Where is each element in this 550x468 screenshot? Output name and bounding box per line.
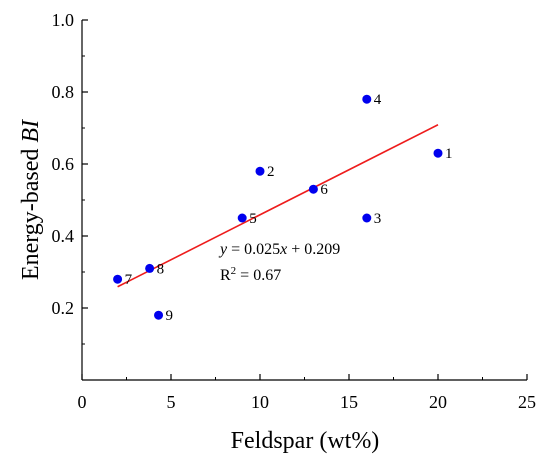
y-tick-label: 1.0 (52, 10, 75, 30)
x-tick-label: 15 (340, 392, 358, 412)
data-point-label-3: 3 (374, 211, 382, 227)
y-tick-label: 0.4 (52, 226, 75, 246)
y-ticks: 0.2 0.4 0.6 0.8 1.0 (52, 10, 88, 345)
data-point-6 (308, 184, 318, 194)
data-point-label-9: 9 (166, 308, 174, 324)
fit-equation: y = 0.025x + 0.209 (218, 241, 340, 258)
data-point-label-6: 6 (320, 182, 328, 198)
data-point-label-8: 8 (157, 261, 165, 277)
data-point-label-2: 2 (267, 164, 275, 180)
x-tick-label: 0 (78, 392, 87, 412)
data-point-3 (362, 213, 372, 223)
data-point-8 (145, 263, 155, 273)
data-point-label-4: 4 (374, 92, 382, 108)
data-point-label-1: 1 (445, 146, 453, 162)
x-tick-label: 5 (167, 392, 176, 412)
x-tick-label: 25 (518, 392, 536, 412)
data-point-4 (362, 94, 372, 104)
x-axis-label: Feldspar (wt%) (231, 428, 380, 454)
fit-r-squared: R2 = 0.67 (220, 265, 281, 284)
data-point-9 (154, 310, 164, 320)
data-point-label-5: 5 (249, 211, 257, 227)
x-tick-label: 20 (429, 392, 447, 412)
fit-line (117, 124, 439, 288)
y-tick-label: 0.2 (52, 298, 75, 318)
y-tick-label: 0.8 (52, 82, 75, 102)
x-ticks: 0 5 10 15 20 25 (78, 374, 536, 412)
y-axis-label: Energy-based BI (18, 119, 44, 280)
data-point-1 (433, 148, 443, 158)
data-point-5 (237, 213, 247, 223)
data-point-label-7: 7 (125, 272, 133, 288)
data-points: 1 2 3 4 5 6 7 8 9 (113, 92, 453, 324)
data-point-7 (113, 274, 123, 284)
x-tick-label: 10 (251, 392, 269, 412)
y-tick-label: 0.6 (52, 154, 75, 174)
data-point-2 (255, 166, 265, 176)
